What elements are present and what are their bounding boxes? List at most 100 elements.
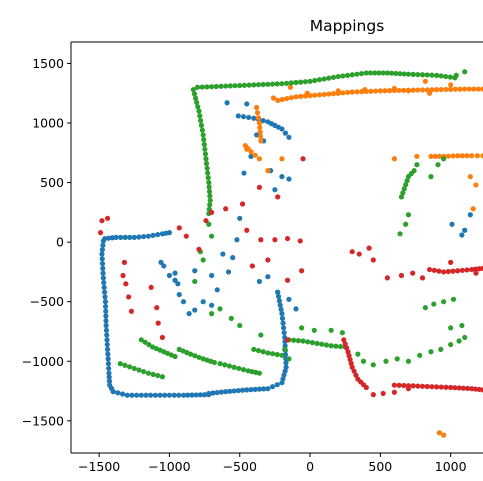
data-point xyxy=(136,367,142,373)
data-point xyxy=(410,87,416,93)
data-point xyxy=(123,281,129,287)
data-point xyxy=(462,69,468,75)
data-point xyxy=(157,392,163,398)
data-point xyxy=(161,263,167,269)
data-point xyxy=(136,234,142,240)
data-point xyxy=(237,82,243,89)
data-point xyxy=(277,302,283,308)
data-point xyxy=(257,133,264,140)
data-point xyxy=(146,341,152,348)
data-point xyxy=(287,84,293,90)
data-point xyxy=(438,73,444,79)
data-point xyxy=(398,194,405,200)
data-point xyxy=(401,87,407,93)
data-point xyxy=(403,182,409,188)
data-point xyxy=(284,235,291,242)
data-point xyxy=(283,360,289,366)
data-point xyxy=(131,234,137,240)
data-point xyxy=(339,330,345,336)
data-point xyxy=(223,389,229,395)
data-point xyxy=(344,345,350,351)
data-point xyxy=(256,120,263,126)
data-point xyxy=(244,387,250,393)
data-point xyxy=(476,266,482,272)
data-point xyxy=(260,81,266,88)
data-point xyxy=(172,353,178,360)
data-point xyxy=(359,70,365,77)
data-point xyxy=(201,141,207,148)
data-point xyxy=(349,249,355,255)
data-point xyxy=(377,88,383,94)
data-point xyxy=(265,81,271,87)
data-point xyxy=(436,153,443,159)
data-point xyxy=(341,337,347,343)
data-point xyxy=(455,268,461,274)
data-point xyxy=(297,238,303,244)
data-point xyxy=(274,382,280,388)
data-point xyxy=(321,91,327,98)
data-point xyxy=(384,275,390,281)
data-point xyxy=(288,80,294,86)
data-point xyxy=(270,95,277,101)
data-point xyxy=(337,343,344,350)
data-point xyxy=(450,153,456,159)
data-point xyxy=(280,320,286,326)
data-point xyxy=(441,299,447,305)
data-point xyxy=(104,337,110,343)
data-point xyxy=(380,390,386,397)
data-point xyxy=(126,364,133,370)
data-point xyxy=(97,230,104,236)
data-point xyxy=(248,153,254,159)
data-point xyxy=(397,231,403,237)
data-point xyxy=(275,293,282,300)
data-point xyxy=(119,391,126,397)
data-point xyxy=(396,87,402,94)
data-point xyxy=(391,382,398,388)
data-point xyxy=(187,351,194,357)
data-point xyxy=(391,156,398,162)
data-point xyxy=(192,353,198,359)
data-point xyxy=(398,272,405,279)
data-point xyxy=(218,389,225,395)
data-point xyxy=(100,238,106,244)
data-point xyxy=(261,386,267,392)
data-point xyxy=(279,311,285,317)
data-point xyxy=(183,233,189,239)
data-point xyxy=(288,95,295,101)
data-point xyxy=(467,212,473,218)
data-point xyxy=(226,363,233,369)
data-point xyxy=(258,138,264,144)
data-point xyxy=(464,267,470,273)
data-point xyxy=(349,89,355,95)
data-point xyxy=(469,266,475,273)
data-point xyxy=(455,153,461,159)
data-point xyxy=(201,392,208,398)
data-point xyxy=(223,83,229,89)
data-point xyxy=(155,231,161,238)
data-point xyxy=(432,153,438,159)
data-point xyxy=(256,156,263,162)
data-point xyxy=(203,218,209,224)
data-point xyxy=(349,364,355,370)
data-point xyxy=(401,186,407,192)
data-point xyxy=(396,382,402,388)
data-point xyxy=(404,178,410,184)
data-point xyxy=(475,86,482,92)
data-point xyxy=(198,122,205,128)
data-point xyxy=(101,284,107,291)
data-point xyxy=(126,294,132,300)
data-point xyxy=(464,153,470,159)
data-point xyxy=(441,432,447,438)
data-point xyxy=(417,352,423,358)
data-point xyxy=(127,234,133,240)
data-point xyxy=(103,308,109,314)
data-point xyxy=(429,384,435,390)
data-point xyxy=(231,388,237,394)
data-point xyxy=(99,256,105,262)
data-point xyxy=(480,387,483,393)
data-point xyxy=(316,77,323,83)
data-point xyxy=(272,187,278,193)
data-point xyxy=(196,108,202,114)
data-point xyxy=(218,83,224,89)
data-point xyxy=(436,268,442,274)
